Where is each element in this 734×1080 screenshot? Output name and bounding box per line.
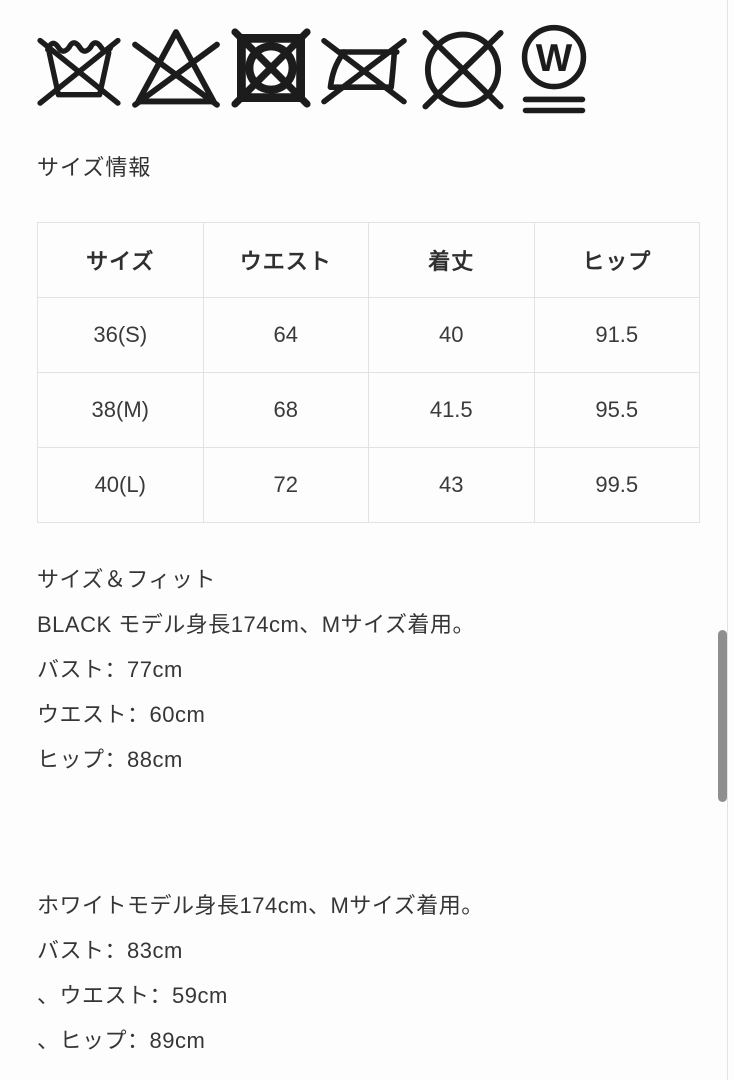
cell-length: 41.5 <box>368 372 535 448</box>
cell-hip: 95.5 <box>533 372 700 448</box>
black-model-intro: BLACK モデル身長174cm、Mサイズ着用。 <box>37 612 475 637</box>
cell-hip: 91.5 <box>533 297 700 373</box>
cell-size: 36(S) <box>37 297 204 373</box>
size-table-header-row: サイズ ウエスト 着丈 ヒップ <box>37 222 700 298</box>
white-model-waist: 、ウエスト：59cm <box>37 983 228 1008</box>
cell-length: 43 <box>368 447 535 523</box>
size-table: サイズ ウエスト 着丈 ヒップ 36(S) 64 40 91.5 38(M) 6… <box>37 222 700 523</box>
page-edge-divider <box>727 0 728 1080</box>
white-model-bust: バスト：83cm <box>37 938 183 963</box>
do-not-bleach-icon <box>132 29 220 108</box>
cell-hip: 99.5 <box>533 447 700 523</box>
size-fit-heading: サイズ＆フィット <box>37 567 216 592</box>
black-model-bust: バスト：77cm <box>37 657 183 682</box>
white-model-hip: 、ヒップ：89cm <box>37 1028 206 1053</box>
size-table-header-waist: ウエスト <box>202 222 369 298</box>
do-not-tumble-dry-icon <box>231 28 311 108</box>
black-model-waist: ウエスト：60cm <box>37 702 206 727</box>
size-fit-black-model-block: サイズ＆フィット BLACK モデル身長174cm、Mサイズ着用。 バスト：77… <box>37 557 700 782</box>
white-model-intro: ホワイトモデル身長174cm、Mサイズ着用。 <box>37 893 484 918</box>
do-not-dry-clean-icon <box>422 29 504 110</box>
size-table-header-length: 着丈 <box>368 222 535 298</box>
cell-waist: 64 <box>202 297 369 373</box>
table-row: 38(M) 68 41.5 95.5 <box>37 372 700 448</box>
care-symbols-row: W <box>37 24 700 116</box>
do-not-iron-icon <box>321 38 407 105</box>
size-fit-white-model-block: ホワイトモデル身長174cm、Mサイズ着用。 バスト：83cm 、ウエスト：59… <box>37 883 700 1063</box>
black-model-hip: ヒップ：88cm <box>37 747 183 772</box>
size-table-header-size: サイズ <box>37 222 204 298</box>
table-row: 40(L) 72 43 99.5 <box>37 447 700 523</box>
cell-waist: 72 <box>202 447 369 523</box>
svg-text:W: W <box>536 37 573 80</box>
size-table-header-hip: ヒップ <box>533 222 700 298</box>
scrollbar-thumb[interactable] <box>718 630 727 802</box>
professional-wet-clean-gentle-icon: W <box>521 24 587 114</box>
cell-waist: 68 <box>202 372 369 448</box>
cell-length: 40 <box>368 297 535 373</box>
size-info-heading: サイズ情報 <box>37 155 152 180</box>
cell-size: 40(L) <box>37 447 204 523</box>
do-not-wash-icon <box>37 37 121 106</box>
table-row: 36(S) 64 40 91.5 <box>37 297 700 373</box>
cell-size: 38(M) <box>37 372 204 448</box>
